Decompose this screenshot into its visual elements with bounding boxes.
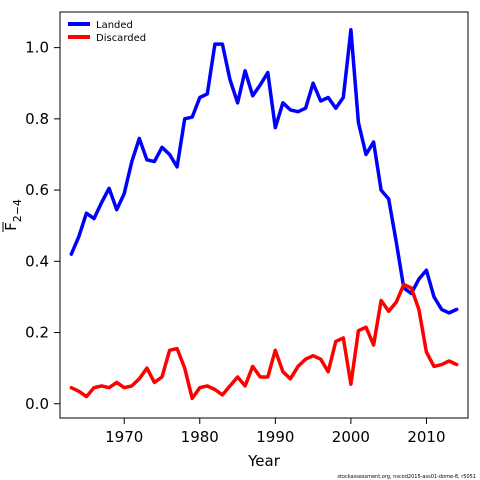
y-tick-label: 0.8 <box>25 110 49 128</box>
y-axis-title-subscript: 2−4 <box>11 199 24 222</box>
x-tick-label: 1980 <box>181 428 219 446</box>
legend: Landed Discarded <box>68 20 146 44</box>
y-tick-label: 1.0 <box>25 39 49 57</box>
legend-label-discarded: Discarded <box>96 33 146 44</box>
plot-frame <box>59 11 469 419</box>
caption: stockassessment.org, nscod2015-ass01-dom… <box>337 474 476 480</box>
y-tick-label: 0.6 <box>25 181 49 199</box>
y-axis: 0.0 0.2 0.4 0.6 0.8 1.0 <box>25 39 60 413</box>
x-axis-title: Year <box>247 452 281 470</box>
x-tick-label: 1990 <box>256 428 294 446</box>
y-tick-label: 0.0 <box>25 395 49 413</box>
x-tick-label: 2000 <box>332 428 370 446</box>
x-tick-label: 1970 <box>105 428 143 446</box>
svg-text:F2−4: F2−4 <box>2 199 24 231</box>
y-axis-title: F2−4 <box>2 199 24 232</box>
series-line-discarded <box>69 282 459 401</box>
x-tick-label: 2010 <box>407 428 445 446</box>
legend-label-landed: Landed <box>96 20 133 31</box>
x-axis: 1970 1980 1990 2000 2010 <box>105 418 446 446</box>
y-axis-title-main: F <box>2 222 20 231</box>
series-layer <box>69 28 459 401</box>
series-line-landed <box>69 28 459 315</box>
y-tick-label: 0.2 <box>25 324 49 342</box>
y-tick-label: 0.4 <box>25 252 49 270</box>
